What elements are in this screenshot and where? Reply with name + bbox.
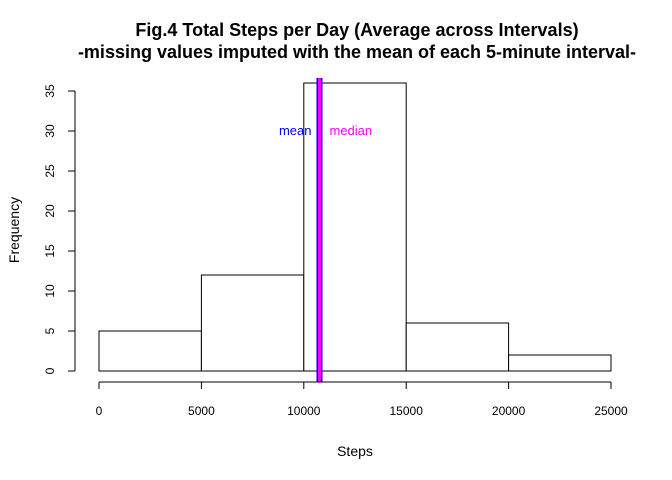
- y-tick-label: 30: [43, 124, 57, 138]
- y-tick-label: 5: [43, 327, 57, 334]
- bar-3: [405, 322, 510, 372]
- chart-title: Fig.4 Total Steps per Day (Average acros…: [135, 20, 578, 40]
- y-tick-label: 35: [43, 84, 57, 98]
- bar-4: [508, 354, 612, 372]
- x-axis-label: Steps: [337, 443, 373, 459]
- y-tick-label: 25: [43, 164, 57, 178]
- y-tick-label: 10: [43, 284, 57, 298]
- mean-annotation: mean: [279, 123, 312, 138]
- bar-0: [98, 330, 202, 372]
- y-axis-label: Frequency: [6, 197, 22, 263]
- chart-subtitle: -missing values imputed with the mean of…: [78, 42, 636, 62]
- histogram-bars: [98, 82, 612, 372]
- x-tick-label: 0: [96, 404, 103, 418]
- x-tick-label: 10000: [287, 404, 321, 418]
- y-axis: 0 5 10 15 20 25 30 35: [43, 84, 76, 374]
- reference-lines: mean median: [279, 78, 372, 382]
- y-tick-label: 15: [43, 244, 57, 258]
- x-axis: 0 5000 10000 15000 20000 25000: [96, 381, 628, 418]
- x-tick-label: 15000: [390, 404, 424, 418]
- bar-1: [200, 274, 305, 372]
- median-annotation: median: [329, 123, 372, 138]
- x-tick-label: 5000: [188, 404, 215, 418]
- x-tick-label: 25000: [594, 404, 628, 418]
- y-tick-label: 0: [43, 367, 57, 374]
- x-tick-label: 20000: [492, 404, 526, 418]
- y-tick-label: 20: [43, 204, 57, 218]
